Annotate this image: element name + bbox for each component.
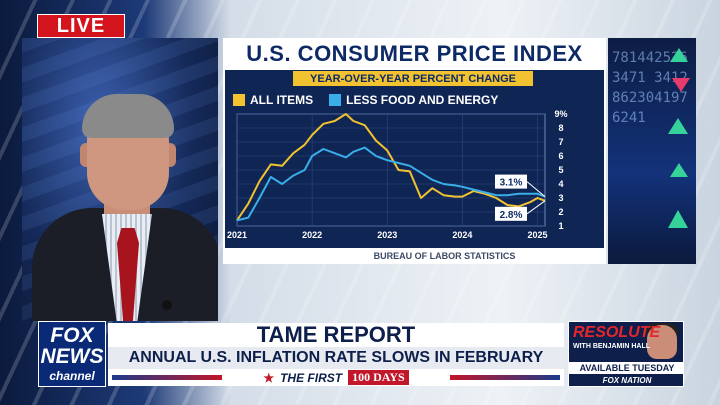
y-tick-label: 8 (558, 123, 563, 133)
x-tick-label: 2021 (227, 230, 247, 240)
host-photo (647, 325, 677, 359)
lapel-mic-icon (162, 300, 172, 310)
x-tick-label: 2025 (527, 230, 547, 240)
promo-availability: AVAILABLE TUESDAY (569, 362, 683, 374)
y-tick-label: 6 (558, 151, 563, 161)
chart-source: BUREAU OF LABOR STATISTICS (373, 251, 516, 261)
ticker-digits: 7814425263471 3412862304197 6241 (612, 50, 688, 126)
annotation-label: 2.8% (500, 210, 523, 221)
annotation-box (495, 174, 527, 189)
logo-line-news: NEWS (40, 345, 104, 368)
y-tick-label: 2 (558, 207, 563, 217)
series-line-core (236, 146, 546, 222)
up-arrow-icon (670, 163, 688, 177)
resolute-promo: RESOLUTE WITH BENJAMIN HALL AVAILABLE TU… (568, 321, 684, 387)
legend-item-all-items: ALL ITEMS (233, 93, 313, 107)
ribbon-days-badge: 100 DAYS (348, 370, 409, 385)
annotation-leader (526, 200, 546, 215)
ribbon-stripe-left (112, 375, 222, 380)
x-tick-label: 2022 (302, 230, 322, 240)
promo-host: WITH BENJAMIN HALL (573, 343, 650, 350)
presenter-hair (82, 94, 174, 138)
annotation-leader (526, 181, 546, 197)
annotation-box (495, 206, 527, 221)
chart-legend: ALL ITEMS LESS FOOD AND ENERGY (233, 93, 498, 107)
presenter-tie (117, 228, 139, 321)
lower-third: FOX NEWS channel TAME REPORT ANNUAL U.S.… (36, 320, 684, 388)
legend-swatch-all-items (233, 94, 245, 106)
subheadline: ANNUAL U.S. INFLATION RATE SLOWS IN FEBR… (108, 347, 564, 369)
presenter-video (22, 38, 218, 321)
chart-title: U.S. CONSUMER PRICE INDEX (246, 41, 583, 66)
legend-item-core: LESS FOOD AND ENERGY (329, 93, 498, 107)
legend-swatch-core (329, 94, 342, 106)
down-arrow-icon (672, 78, 690, 92)
y-tick-label: 7 (558, 137, 563, 147)
x-tick-label: 2023 (377, 230, 397, 240)
up-arrow-icon (668, 118, 688, 134)
y-tick-label: 5 (558, 165, 563, 175)
promo-platform: FOX NATION (602, 376, 652, 385)
first-100-days-ribbon: ★ THE FIRST 100 DAYS (108, 369, 564, 386)
chart-subtitle: YEAR-OVER-YEAR PERCENT CHANGE (293, 71, 533, 86)
legend-label-core: LESS FOOD AND ENERGY (346, 93, 499, 107)
legend-label-all-items: ALL ITEMS (250, 93, 314, 107)
y-tick-label: 1 (558, 221, 563, 231)
y-tick-label: 3 (558, 193, 563, 203)
headline: TAME REPORT (108, 322, 564, 347)
stock-ticker-art: 7814425263471 3412862304197 6241 (608, 38, 696, 264)
cpi-line-plot: 1 2 3 4 5 6 7 8 9% 2021 2022 2023 2024 2025 3.1% 2.8% (227, 109, 568, 240)
up-arrow-icon (668, 210, 688, 228)
series-line-all-items (236, 113, 546, 221)
ribbon-stripe-right (450, 375, 560, 380)
annotation-label: 3.1% (500, 178, 523, 189)
fox-news-logo: FOX NEWS channel (38, 321, 106, 387)
logo-line-fox: FOX (50, 324, 94, 347)
cpi-graphic-panel: U.S. CONSUMER PRICE INDEX YEAR-OVER-YEAR… (223, 38, 606, 264)
up-arrow-icon (670, 48, 688, 62)
live-badge: LIVE (37, 14, 125, 38)
y-tick-label: 4 (558, 179, 563, 189)
star-icon: ★ (263, 370, 275, 385)
y-tick-label: 9% (554, 109, 567, 119)
ribbon-first-label: THE FIRST (280, 370, 343, 385)
x-tick-label: 2024 (452, 230, 472, 240)
promo-show-title: RESOLUTE (573, 324, 661, 341)
logo-line-channel: channel (49, 369, 95, 383)
